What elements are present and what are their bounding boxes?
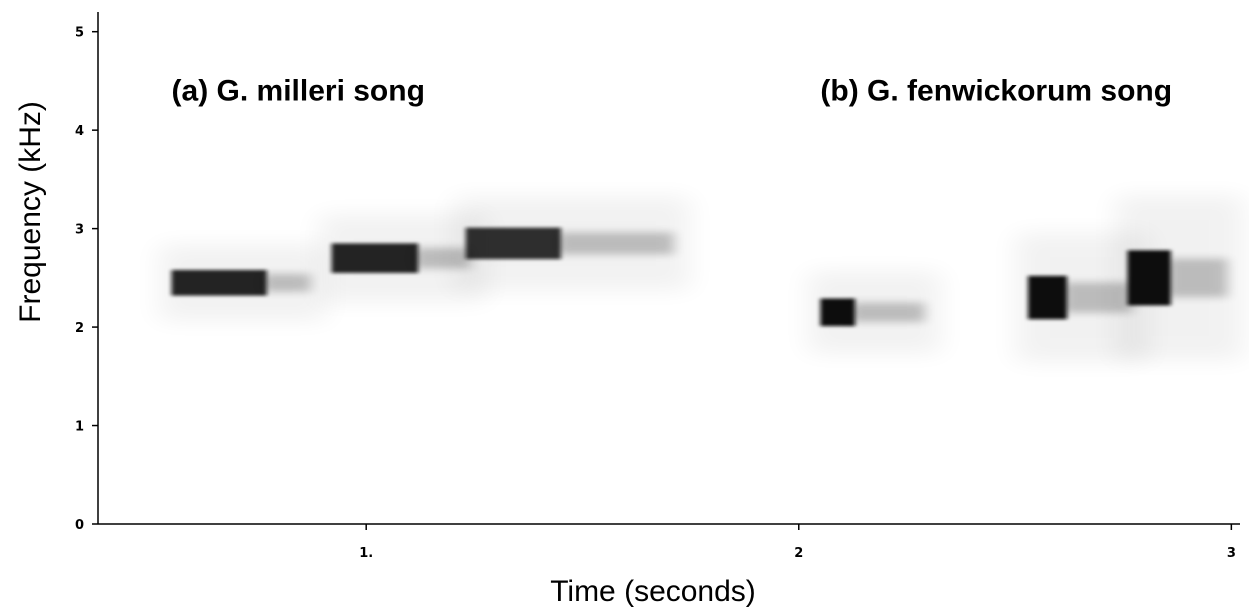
annotation-fenwickorum: (b) G. fenwickorum song [820,75,1172,108]
x-axis-ticks: 1. 2 3 [359,524,1236,561]
note-tail [1166,258,1228,298]
annotation-milleri: (a) G. milleri song [172,75,425,108]
y-tick-label: 1 [75,420,84,435]
y-axis-ticks: 0 1 2 3 4 5 [75,26,98,533]
y-tick-label: 4 [75,124,84,139]
note-core [331,243,419,273]
x-axis-title: Time (seconds) [550,575,756,608]
x-tick-label: 2 [794,546,803,561]
spectrogram-note [808,270,941,354]
note-core [820,298,856,327]
note-core [1127,250,1171,306]
note-core [465,227,561,260]
note-core [171,269,267,296]
y-tick-label: 2 [75,321,84,336]
note-core [1028,275,1067,320]
spectrogram-marks [159,195,1244,363]
spectrogram-note [159,244,327,322]
x-tick-label: 3 [1227,546,1236,561]
note-tail [262,273,311,292]
x-tick-label: 1. [359,546,373,561]
y-tick-label: 5 [75,26,84,41]
y-tick-label: 3 [75,223,84,238]
note-tail [851,302,925,322]
spectrogram-note [1115,195,1244,361]
note-tail [556,232,674,255]
y-tick-label: 0 [75,518,84,533]
spectrogram-note [453,196,690,291]
y-axis-title: Frequency (kHz) [14,101,47,323]
